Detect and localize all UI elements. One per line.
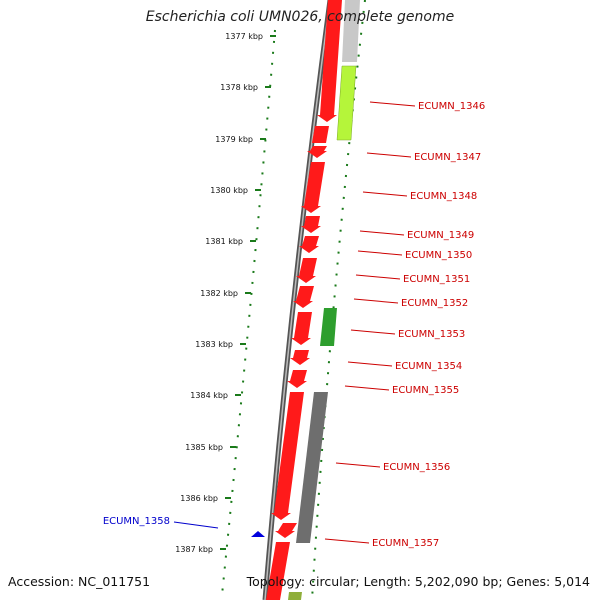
map-title: Escherichia coli UMN026, complete genome <box>145 9 455 25</box>
gene-label: ECUMN_1348 <box>410 191 477 202</box>
kbp-tick-label: 1384 kbp <box>190 391 228 400</box>
gene-label-leader <box>347 361 393 367</box>
gene-arrow-forward <box>301 216 321 233</box>
gene-arrow-forward <box>299 236 319 253</box>
gene-label: ECUMN_1346 <box>418 101 485 112</box>
kbp-tick-label: 1383 kbp <box>195 340 233 349</box>
gene-block-gray-top <box>342 0 360 62</box>
gene-arrow-forward <box>293 286 314 308</box>
reverse-gene-arrow <box>251 531 265 537</box>
gene-label: ECUMN_1352 <box>401 298 468 309</box>
gene-arrow-forward <box>271 392 304 520</box>
gene-label-leader <box>369 101 416 107</box>
genome-backbone-highlight <box>264 0 331 600</box>
kbp-tick-label: 1381 kbp <box>205 237 243 246</box>
gene-label: ECUMN_1351 <box>403 274 470 285</box>
gene-arrow-forward <box>275 523 297 538</box>
kbp-tick-label: 1382 kbp <box>200 289 238 298</box>
gene-label: ECUMN_1349 <box>407 230 474 241</box>
gene-arrow-forward <box>296 258 317 283</box>
kbp-dotted-circle <box>221 29 276 596</box>
gene-label-leader <box>353 298 399 304</box>
kbp-tick-label: 1378 kbp <box>220 83 258 92</box>
outer-dotted-circle <box>311 0 366 600</box>
gene-arrow-forward <box>301 162 325 213</box>
gene-arrow-forward <box>291 312 312 345</box>
gene-label: ECUMN_1358 <box>103 516 170 527</box>
topology-label: Topology: circular; Length: 5,202,090 bp… <box>246 574 590 589</box>
gene-block-gray <box>296 392 328 543</box>
gene-label-leader <box>173 521 219 529</box>
gene-label: ECUMN_1347 <box>414 152 481 163</box>
gene-label: ECUMN_1354 <box>395 361 462 372</box>
gene-label-leader <box>335 462 381 468</box>
kbp-tick-label: 1379 kbp <box>215 135 253 144</box>
gene-arrow-forward <box>307 146 327 158</box>
gene-arrow-forward <box>312 126 329 143</box>
gene-label-leader <box>350 329 396 335</box>
gene-label: ECUMN_1357 <box>372 538 439 549</box>
gene-label-leader <box>344 385 390 391</box>
gene-arrow-forward <box>290 350 310 365</box>
gene-label-leader <box>362 191 408 197</box>
gene-label-leader <box>355 274 401 280</box>
gene-label: ECUMN_1355 <box>392 385 459 396</box>
kbp-tick-label: 1386 kbp <box>180 494 218 503</box>
kbp-tick-label: 1387 kbp <box>175 545 213 554</box>
gene-label: ECUMN_1350 <box>405 250 472 261</box>
gene-arrow-forward <box>287 370 307 388</box>
gene-block-olive-bottom <box>288 592 302 600</box>
gene-label: ECUMN_1353 <box>398 329 465 340</box>
gene-label-leader <box>359 230 405 236</box>
gene-label: ECUMN_1356 <box>383 462 450 473</box>
kbp-tick-label: 1377 kbp <box>225 32 263 41</box>
kbp-tick-label: 1380 kbp <box>210 186 248 195</box>
gene-label-leader <box>357 250 403 256</box>
gene-label-leader <box>366 152 412 158</box>
gene-arrow-forward <box>317 0 342 122</box>
kbp-tick-label: 1385 kbp <box>185 443 223 452</box>
gene-block-green <box>320 308 337 346</box>
accession-label: Accession: NC_011751 <box>8 574 151 589</box>
gene-label-leader <box>324 538 370 544</box>
gene-block-lime <box>336 65 357 141</box>
gene-arrow-forward <box>266 542 290 600</box>
